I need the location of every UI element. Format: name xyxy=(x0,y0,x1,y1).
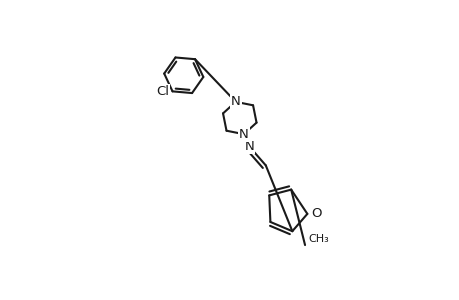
Text: N: N xyxy=(244,140,254,153)
Text: N: N xyxy=(230,95,240,108)
Text: CH₃: CH₃ xyxy=(308,234,329,244)
Text: O: O xyxy=(310,207,321,220)
Text: N: N xyxy=(238,128,248,141)
Text: Cl: Cl xyxy=(156,85,168,98)
